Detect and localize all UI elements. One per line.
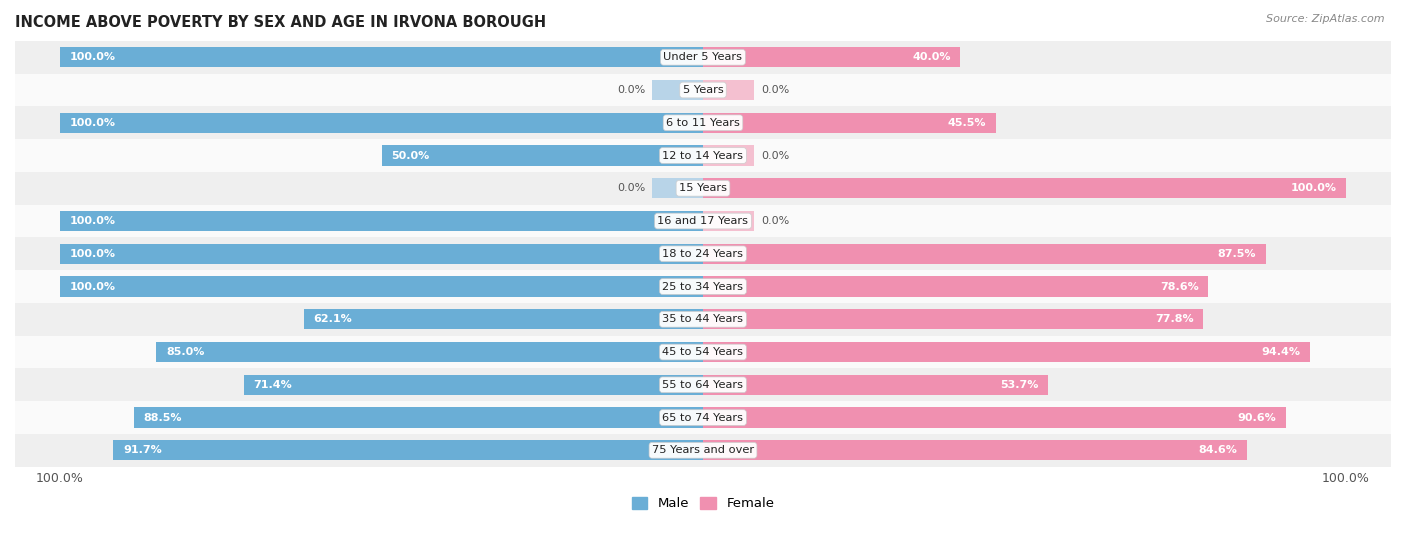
Bar: [651, 80, 703, 100]
Text: 0.0%: 0.0%: [761, 85, 789, 95]
Text: 88.5%: 88.5%: [143, 413, 183, 423]
Text: 77.8%: 77.8%: [1154, 314, 1194, 324]
Bar: [15, 205, 1391, 238]
Bar: [703, 244, 1265, 264]
Bar: [703, 80, 755, 100]
Bar: [381, 145, 703, 165]
Bar: [15, 238, 1391, 270]
Bar: [60, 244, 703, 264]
Text: 91.7%: 91.7%: [122, 446, 162, 456]
Bar: [60, 211, 703, 231]
Text: 90.6%: 90.6%: [1237, 413, 1275, 423]
Bar: [15, 434, 1391, 467]
Text: 16 and 17 Years: 16 and 17 Years: [658, 216, 748, 226]
Text: 71.4%: 71.4%: [253, 380, 292, 390]
Legend: Male, Female: Male, Female: [626, 491, 780, 515]
Text: 65 to 74 Years: 65 to 74 Years: [662, 413, 744, 423]
Bar: [15, 368, 1391, 401]
Bar: [60, 47, 703, 68]
Bar: [15, 172, 1391, 205]
Text: 0.0%: 0.0%: [761, 150, 789, 160]
Bar: [703, 178, 1346, 198]
Text: Source: ZipAtlas.com: Source: ZipAtlas.com: [1267, 14, 1385, 24]
Bar: [15, 303, 1391, 335]
Text: 50.0%: 50.0%: [391, 150, 429, 160]
Bar: [15, 74, 1391, 106]
Bar: [60, 112, 703, 133]
Bar: [703, 145, 755, 165]
Bar: [703, 276, 1208, 297]
Bar: [703, 309, 1204, 329]
Text: 25 to 34 Years: 25 to 34 Years: [662, 282, 744, 292]
Bar: [15, 139, 1391, 172]
Text: 100.0%: 100.0%: [70, 282, 115, 292]
Text: 100.0%: 100.0%: [1291, 183, 1336, 193]
Bar: [60, 276, 703, 297]
Bar: [703, 47, 960, 68]
Text: 35 to 44 Years: 35 to 44 Years: [662, 314, 744, 324]
Text: 100.0%: 100.0%: [70, 216, 115, 226]
Text: 100.0%: 100.0%: [70, 52, 115, 62]
Text: 78.6%: 78.6%: [1160, 282, 1199, 292]
Bar: [15, 41, 1391, 74]
Text: 85.0%: 85.0%: [166, 347, 204, 357]
Text: 55 to 64 Years: 55 to 64 Years: [662, 380, 744, 390]
Bar: [703, 375, 1049, 395]
Bar: [15, 106, 1391, 139]
Text: 12 to 14 Years: 12 to 14 Years: [662, 150, 744, 160]
Text: 45.5%: 45.5%: [948, 118, 986, 128]
Bar: [703, 211, 755, 231]
Text: INCOME ABOVE POVERTY BY SEX AND AGE IN IRVONA BOROUGH: INCOME ABOVE POVERTY BY SEX AND AGE IN I…: [15, 15, 546, 30]
Bar: [703, 440, 1247, 461]
Bar: [134, 408, 703, 428]
Bar: [15, 401, 1391, 434]
Text: 40.0%: 40.0%: [912, 52, 950, 62]
Text: 45 to 54 Years: 45 to 54 Years: [662, 347, 744, 357]
Bar: [703, 342, 1310, 362]
Text: 75 Years and over: 75 Years and over: [652, 446, 754, 456]
Text: 100.0%: 100.0%: [70, 249, 115, 259]
Bar: [703, 112, 995, 133]
Bar: [243, 375, 703, 395]
Text: 0.0%: 0.0%: [761, 216, 789, 226]
Text: 62.1%: 62.1%: [314, 314, 352, 324]
Text: 0.0%: 0.0%: [617, 183, 645, 193]
Text: 94.4%: 94.4%: [1261, 347, 1301, 357]
Text: 53.7%: 53.7%: [1000, 380, 1039, 390]
Bar: [114, 440, 703, 461]
Bar: [15, 270, 1391, 303]
Text: Under 5 Years: Under 5 Years: [664, 52, 742, 62]
Text: 84.6%: 84.6%: [1198, 446, 1237, 456]
Text: 0.0%: 0.0%: [617, 85, 645, 95]
Bar: [304, 309, 703, 329]
Text: 18 to 24 Years: 18 to 24 Years: [662, 249, 744, 259]
Text: 100.0%: 100.0%: [70, 118, 115, 128]
Bar: [651, 178, 703, 198]
Text: 6 to 11 Years: 6 to 11 Years: [666, 118, 740, 128]
Bar: [156, 342, 703, 362]
Text: 5 Years: 5 Years: [683, 85, 723, 95]
Text: 87.5%: 87.5%: [1218, 249, 1256, 259]
Bar: [15, 335, 1391, 368]
Text: 15 Years: 15 Years: [679, 183, 727, 193]
Bar: [703, 408, 1285, 428]
